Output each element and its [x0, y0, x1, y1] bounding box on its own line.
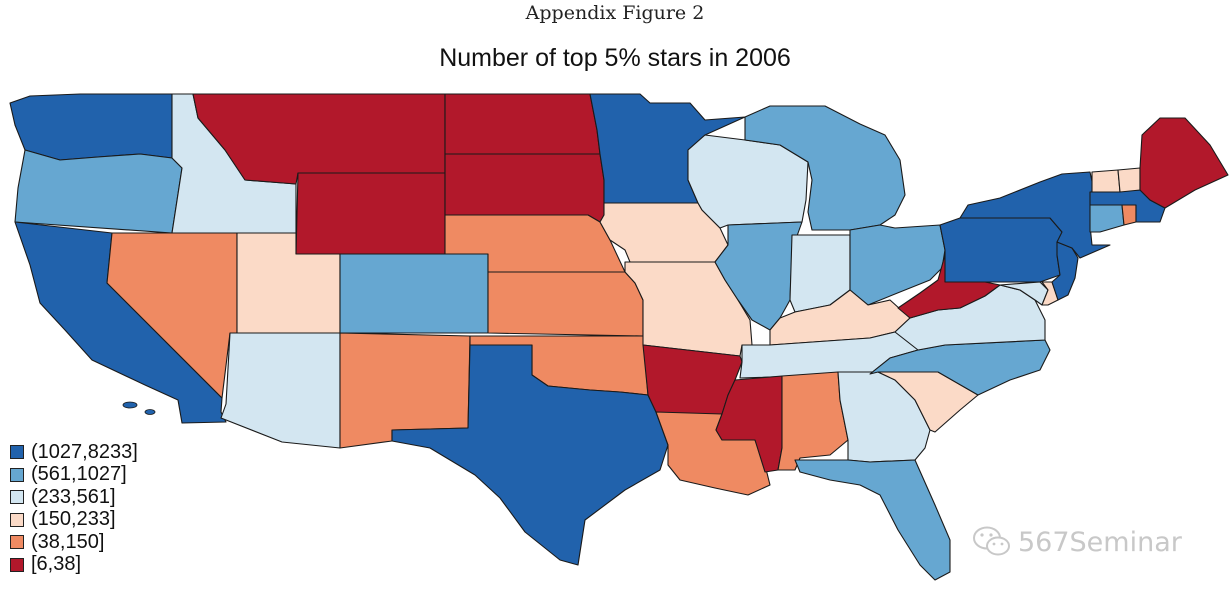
legend-swatch [10, 535, 24, 550]
legend-swatch [10, 557, 24, 572]
california-channel-islands [122, 401, 156, 415]
map-legend: (1027,8233] (561,1027] (233,561] (150,23… [10, 441, 138, 576]
legend-item: (561,1027] [10, 463, 138, 487]
state-washington [9, 93, 173, 161]
state-north-carolina [869, 339, 1051, 396]
legend-label: (150,233] [31, 508, 116, 531]
legend-item: (1027,8233] [10, 441, 138, 464]
legend-item: (150,233] [10, 508, 138, 532]
state-wyoming [295, 172, 446, 255]
state-colorado [339, 253, 489, 334]
state-new-jersey [1051, 241, 1079, 301]
legend-label: (233,561] [31, 485, 116, 508]
state-arizona [220, 332, 341, 449]
wechat-icon [973, 526, 1010, 556]
legend-swatch [10, 490, 24, 505]
legend-label: [6,38] [31, 553, 82, 576]
appendix-heading: Appendix Figure 2 [525, 2, 705, 24]
state-north-dakota [444, 93, 601, 155]
state-florida [794, 459, 951, 581]
state-maine [1139, 117, 1229, 209]
watermark: 567Seminar [972, 525, 1182, 559]
legend-swatch [10, 512, 24, 527]
legend-item: [6,38] [10, 553, 138, 577]
state-alabama [777, 371, 849, 471]
state-oregon [14, 149, 183, 234]
state-texas [391, 344, 669, 566]
legend-item: (38,150] [10, 531, 138, 554]
legend-label: (1027,8233] [31, 440, 138, 463]
state-rhode-island [1121, 204, 1137, 226]
legend-label: (38,150] [31, 530, 105, 553]
legend-label: (561,1027] [31, 463, 127, 486]
state-new-hampshire [1117, 167, 1141, 193]
legend-item: (233,561] [10, 486, 138, 509]
legend-swatch [10, 467, 24, 482]
state-connecticut [1089, 204, 1125, 233]
state-new-york [959, 171, 1111, 259]
state-pennsylvania [939, 217, 1063, 283]
state-kansas [487, 271, 644, 337]
map-title: Number of top 5% stars in 2006 [439, 44, 791, 72]
state-vermont [1091, 169, 1121, 193]
watermark-text: 567Seminar [1018, 526, 1182, 558]
state-south-dakota [444, 153, 605, 223]
legend-swatch [10, 445, 24, 460]
